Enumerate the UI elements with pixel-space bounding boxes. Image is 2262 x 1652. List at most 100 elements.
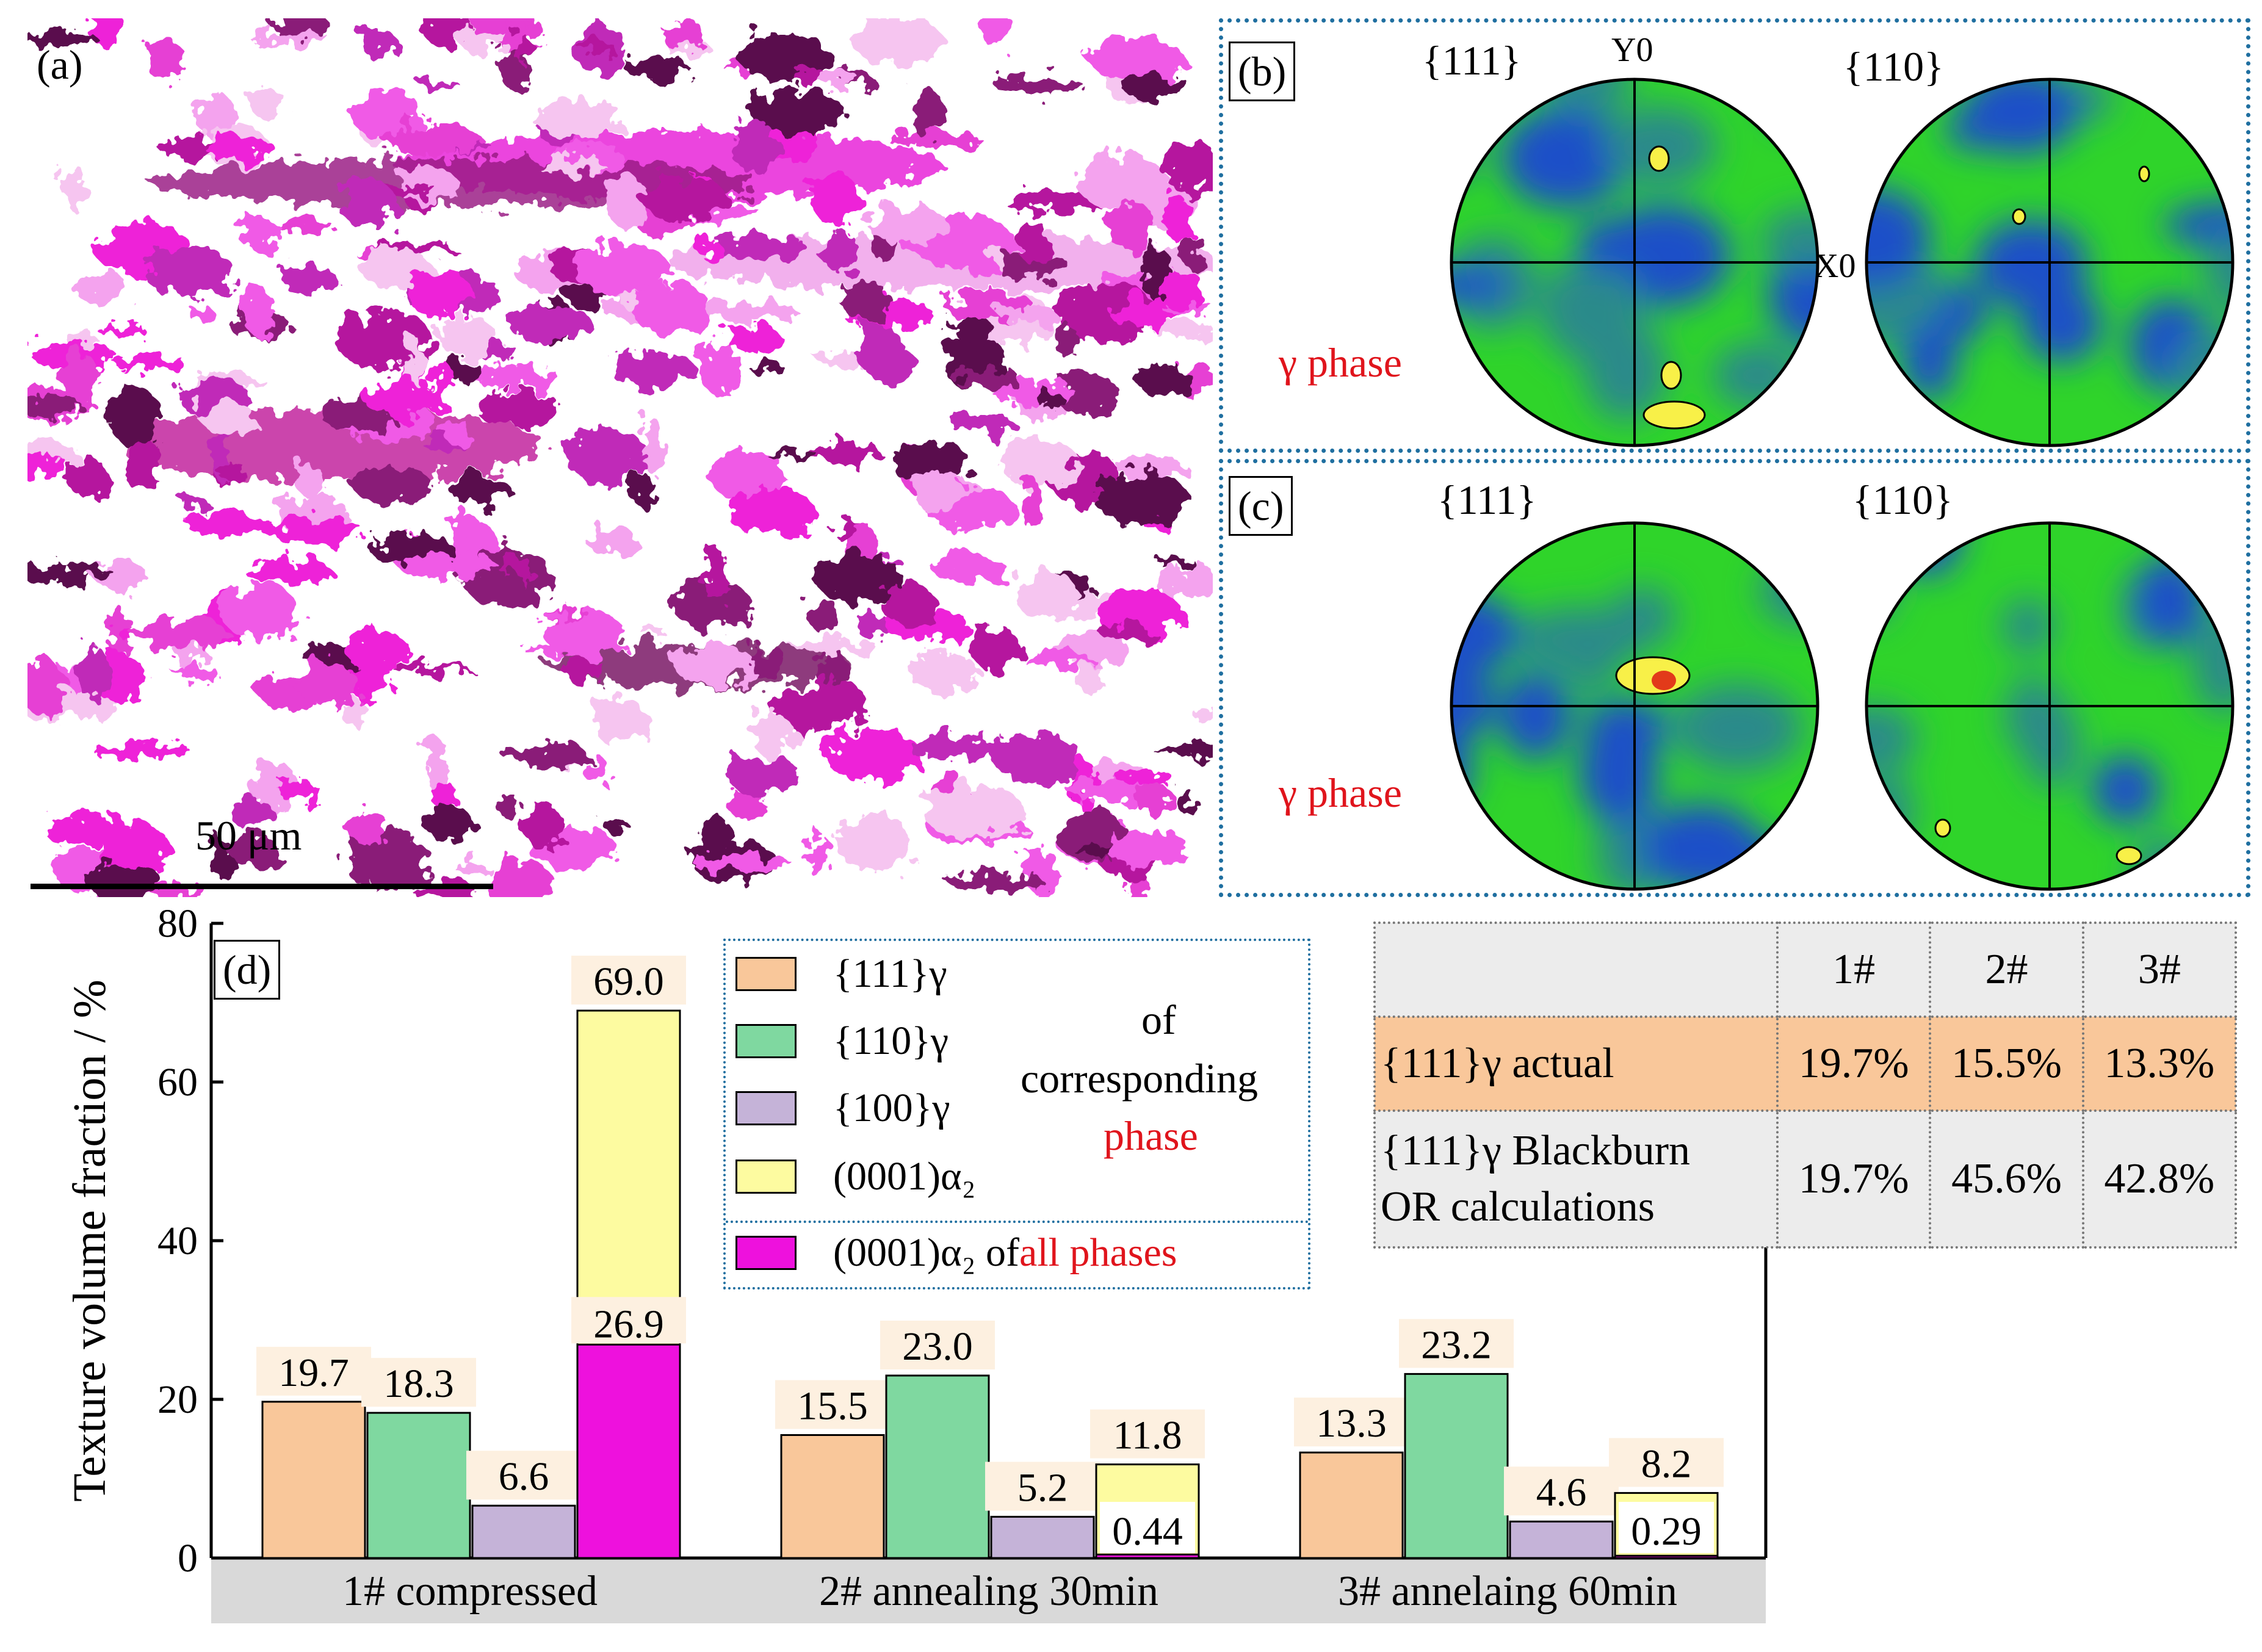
grain xyxy=(855,613,891,639)
data-label-bg xyxy=(1100,1502,1195,1553)
panel-b-frame xyxy=(1219,18,2250,453)
grain xyxy=(887,131,982,147)
grain xyxy=(449,473,509,503)
grain xyxy=(800,680,867,729)
grain xyxy=(585,527,638,554)
grain xyxy=(630,473,655,506)
y-tick-label: 40 xyxy=(157,1219,198,1263)
grain xyxy=(726,323,781,354)
density-region xyxy=(1451,660,1496,746)
density-region xyxy=(1451,265,1513,306)
panel-label-c: (c) xyxy=(1229,476,1293,536)
data-label-bg xyxy=(775,1380,890,1429)
table-header-cell: 3# xyxy=(2081,922,2238,1018)
grain xyxy=(435,322,484,345)
density-region xyxy=(1641,803,1762,889)
table-row-label: {111}γ actual xyxy=(1373,1015,1779,1112)
grain xyxy=(570,243,670,294)
grain xyxy=(1164,195,1191,241)
legend-item-100: {100}γ xyxy=(735,1085,950,1131)
grain xyxy=(278,780,320,803)
grain xyxy=(1134,366,1193,392)
grain xyxy=(1100,625,1157,643)
orientation-table: 1# 2# 3# {111}γ actual 19.7% 15.5% 13.3%… xyxy=(1373,922,2238,1249)
bar xyxy=(471,1504,576,1559)
grain xyxy=(789,638,877,653)
pole-figure-outline xyxy=(1865,78,2235,447)
texture-bar-chart: 0 20 40 60 80 Texture volume fraction / % 1# c… xyxy=(64,903,1768,1623)
grain xyxy=(545,609,624,658)
grain xyxy=(907,734,1009,762)
grain xyxy=(642,626,665,639)
grain xyxy=(1109,297,1180,330)
grain xyxy=(1016,219,1049,263)
grain xyxy=(431,782,458,809)
grain xyxy=(701,301,798,322)
grain xyxy=(993,731,1082,784)
panel-label-a: (a) xyxy=(37,41,83,88)
pole-figure-b-right-title: {110} xyxy=(1843,43,1944,90)
density-region xyxy=(1609,586,1676,648)
data-label-bg xyxy=(466,1451,581,1500)
density-region xyxy=(1565,612,1618,695)
bar xyxy=(885,1374,990,1559)
density-region xyxy=(1451,117,1474,181)
grain xyxy=(193,305,214,328)
grain xyxy=(175,668,221,680)
bar xyxy=(261,1401,366,1559)
data-label: 23.0 xyxy=(902,1324,973,1369)
grain xyxy=(562,658,606,681)
grain xyxy=(673,643,754,685)
grain xyxy=(114,356,186,370)
table-row-actual: {111}γ actual 19.7% 15.5% 13.3% xyxy=(1373,1015,2238,1112)
grain xyxy=(361,27,396,60)
grain xyxy=(1002,438,1079,489)
data-label: 23.2 xyxy=(1421,1322,1492,1367)
legend-label-0001-a2-all: (0001)α₂ of xyxy=(833,1230,1020,1275)
grain xyxy=(1174,790,1198,812)
grain xyxy=(1133,782,1173,814)
legend-corresponding-text: corresponding xyxy=(1021,1055,1259,1102)
grain xyxy=(365,381,444,419)
grain xyxy=(970,627,1021,671)
grain xyxy=(825,727,921,782)
grain xyxy=(97,325,146,336)
data-label: 15.5 xyxy=(797,1384,868,1429)
grain xyxy=(93,745,191,757)
legend-label-111: {111}γ xyxy=(833,951,947,996)
grain xyxy=(27,396,83,417)
data-label-bg xyxy=(1090,1409,1205,1459)
density-peak xyxy=(2012,208,2026,225)
table-cell: 45.6% xyxy=(1929,1109,2084,1249)
density-peak xyxy=(1642,400,1706,430)
density-region xyxy=(1866,818,1888,889)
density-peak xyxy=(2116,846,2142,865)
legend-item-0001-a2: (0001)α₂ xyxy=(735,1153,976,1200)
pole-figure-b-left-title: {111} xyxy=(1422,37,1522,84)
category-band xyxy=(211,1558,1766,1623)
grain xyxy=(360,248,430,289)
grain xyxy=(250,34,331,44)
grain xyxy=(854,322,900,374)
grain xyxy=(807,441,881,464)
grain xyxy=(72,273,129,303)
bar xyxy=(576,1343,681,1559)
density-region xyxy=(1866,248,1946,346)
grain xyxy=(671,580,751,628)
gamma-phase-label-b: γ phase xyxy=(1279,339,1402,386)
grain xyxy=(523,802,563,851)
pole-figure-c-left-title: {111} xyxy=(1437,477,1537,523)
grain xyxy=(186,513,272,536)
gamma-phase-label-c: γ phase xyxy=(1279,770,1402,816)
y-axis-label: Texture volume fraction / % xyxy=(64,979,115,1502)
data-label-bg xyxy=(1399,1319,1514,1368)
table-cell: 15.5% xyxy=(1929,1015,2084,1112)
grain xyxy=(1141,245,1171,300)
grain xyxy=(624,59,690,78)
grain xyxy=(408,266,470,319)
grain xyxy=(605,818,629,836)
data-label: 18.3 xyxy=(383,1362,454,1406)
grain xyxy=(246,287,274,339)
data-label: 69.0 xyxy=(593,959,664,1004)
axis-label-y0: Y0 xyxy=(1611,31,1653,69)
